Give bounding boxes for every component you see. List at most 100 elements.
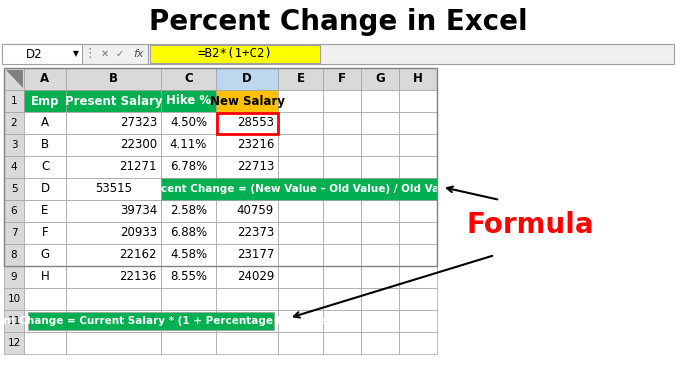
Bar [323,244,361,266]
Bar [161,134,216,156]
Bar [216,112,278,134]
Text: 8: 8 [11,250,18,260]
Text: Formula: Formula [466,211,594,239]
Bar [4,112,24,134]
Text: G: G [41,248,49,262]
Text: 11: 11 [7,316,21,326]
Bar [361,266,399,288]
Bar [28,312,274,330]
Bar [66,90,161,112]
Bar [66,156,161,178]
Bar [399,90,437,112]
Text: H: H [41,271,49,284]
Bar [399,112,437,134]
Bar [66,310,161,332]
Bar [216,200,278,222]
Text: 53515: 53515 [95,183,132,195]
Bar [323,288,361,310]
Bar [4,244,24,266]
Bar [399,244,437,266]
Bar [216,332,278,354]
Bar [66,178,161,200]
Text: E: E [41,204,49,218]
Bar [4,68,24,90]
Bar [323,90,361,112]
Bar [361,222,399,244]
Text: 22713: 22713 [237,161,274,174]
Bar [216,310,278,332]
Bar [361,244,399,266]
Text: 39734: 39734 [120,204,157,218]
Bar [399,134,437,156]
Bar [399,68,437,90]
Text: 28553: 28553 [237,117,274,129]
Bar [4,266,24,288]
Bar [361,112,399,134]
Text: F: F [338,73,346,85]
Text: ⋮: ⋮ [84,48,96,60]
Bar [4,134,24,156]
Text: 6.88%: 6.88% [170,227,207,239]
Text: 8.55%: 8.55% [170,271,207,284]
Bar [161,222,216,244]
Bar [216,134,278,156]
Bar [4,90,24,112]
Text: Percent Change = (New Value – Old Value) / Old Value: Percent Change = (New Value – Old Value)… [141,184,457,194]
Polygon shape [6,70,23,88]
Bar [361,90,399,112]
Bar [361,310,399,332]
Bar [278,134,323,156]
Text: 22373: 22373 [237,227,274,239]
Bar [161,244,216,266]
Bar [323,332,361,354]
Bar [66,244,161,266]
Bar [399,332,437,354]
Text: 2: 2 [11,118,18,128]
Text: B: B [109,73,118,85]
Bar [66,266,161,288]
Bar [278,68,323,90]
Bar [24,222,66,244]
Text: 21271: 21271 [120,161,157,174]
Bar [161,310,216,332]
Bar [361,134,399,156]
Text: 27323: 27323 [120,117,157,129]
Bar [399,200,437,222]
Text: Emp: Emp [30,94,59,108]
Text: D: D [242,73,252,85]
Bar [323,134,361,156]
Bar [4,200,24,222]
Text: Present Salary: Present Salary [65,94,162,108]
Bar [399,310,437,332]
Text: A: A [41,117,49,129]
Bar [4,310,24,332]
Bar [361,68,399,90]
Text: 22136: 22136 [120,271,157,284]
Bar [24,90,66,112]
Text: D: D [41,183,49,195]
Bar [66,288,161,310]
Text: 4.11%: 4.11% [170,138,207,151]
Text: 24029: 24029 [237,271,274,284]
Bar [323,310,361,332]
Bar [24,178,66,200]
Bar [399,266,437,288]
Bar [323,156,361,178]
Bar [161,156,216,178]
Bar [161,288,216,310]
Bar [4,178,24,200]
Text: Hike %: Hike % [166,94,211,108]
Bar [4,288,24,310]
Bar [278,310,323,332]
Bar [24,68,66,90]
Text: 3: 3 [11,140,18,150]
Text: 20933: 20933 [120,227,157,239]
Text: 22162: 22162 [120,248,157,262]
Bar [66,68,161,90]
Bar [161,178,437,200]
Bar [216,112,278,133]
Bar [216,266,278,288]
Bar [278,244,323,266]
Bar [399,156,437,178]
Text: 7: 7 [11,228,18,238]
